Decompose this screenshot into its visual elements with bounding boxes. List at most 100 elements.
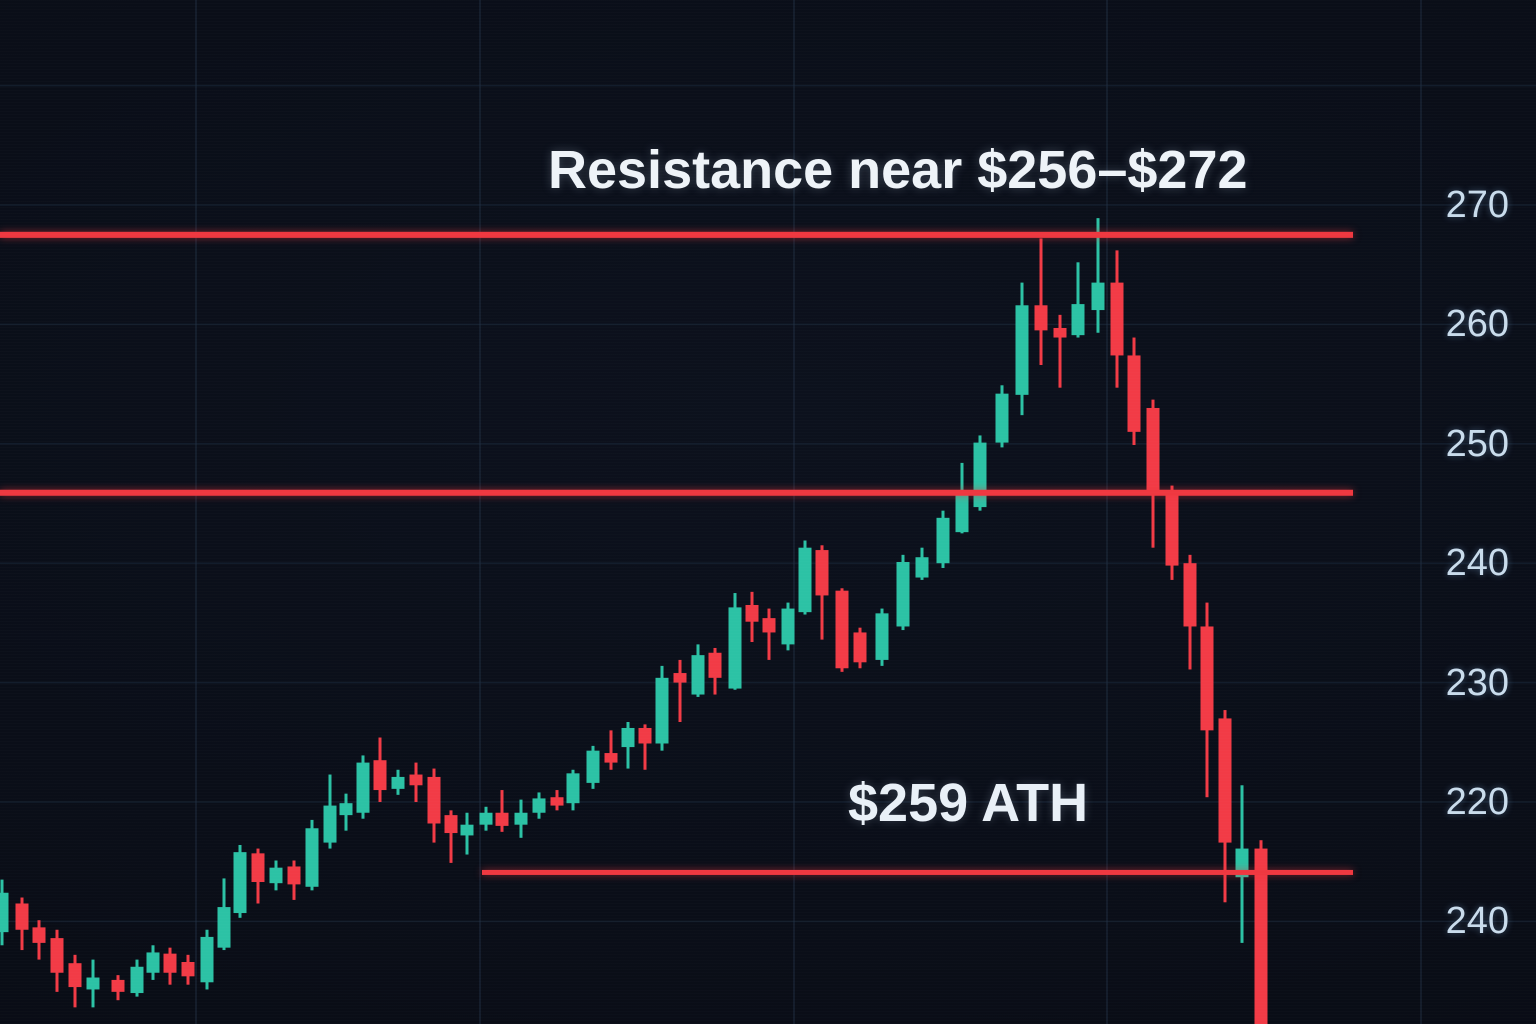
candle-up bbox=[514, 799, 528, 838]
candle-up bbox=[973, 435, 987, 511]
candle-up bbox=[655, 665, 669, 751]
candle-down bbox=[111, 975, 125, 1001]
candle-up-body bbox=[305, 828, 319, 887]
candle-up bbox=[339, 793, 353, 831]
candle-layer bbox=[0, 218, 1268, 1024]
candle-up-body bbox=[781, 608, 795, 645]
candle-up-wick bbox=[1076, 262, 1080, 338]
candle-down bbox=[853, 627, 867, 669]
candle-down bbox=[251, 848, 265, 904]
candle-down bbox=[68, 954, 82, 1008]
candle-up-wick bbox=[1096, 218, 1100, 333]
candle-down-wick bbox=[609, 730, 613, 770]
candle-up bbox=[896, 554, 910, 631]
candle-down-body bbox=[163, 953, 177, 973]
candle-down bbox=[32, 920, 46, 960]
candle-up bbox=[995, 385, 1009, 448]
candle-down bbox=[287, 860, 301, 900]
candle-down-wick bbox=[1058, 314, 1062, 388]
candle-down bbox=[835, 588, 849, 672]
candle-down-body bbox=[1146, 407, 1160, 491]
candle-up-body bbox=[200, 936, 214, 983]
candle-down bbox=[444, 810, 458, 863]
candle-up bbox=[460, 812, 474, 855]
candle-up-body bbox=[728, 607, 742, 689]
candle-down-body bbox=[550, 797, 564, 806]
price-axis-label: 270 bbox=[1445, 184, 1509, 226]
candle-down-body bbox=[15, 903, 29, 930]
level-lines-layer bbox=[0, 231, 1353, 875]
candle-up-body bbox=[915, 557, 929, 578]
price-axis-label: 230 bbox=[1445, 661, 1509, 704]
candle-down-body bbox=[50, 938, 64, 973]
candle-down-body bbox=[287, 866, 301, 885]
grid-line-v bbox=[793, 0, 795, 1024]
candle-down bbox=[1053, 314, 1067, 388]
candle-down-body bbox=[1165, 492, 1179, 566]
candle-down-body bbox=[427, 776, 441, 824]
chart-title: Resistance near $256–$272 bbox=[548, 140, 1248, 200]
candle-up-body bbox=[391, 776, 405, 789]
grid-line-h bbox=[0, 920, 1536, 923]
candle-down-body bbox=[495, 812, 509, 826]
candle-up-body bbox=[586, 750, 600, 783]
grid-line-v bbox=[1106, 0, 1108, 1024]
candle-up-body bbox=[798, 547, 812, 613]
candle-down-body bbox=[1200, 626, 1214, 731]
candle-down-body bbox=[673, 673, 687, 683]
candle-down-body bbox=[835, 590, 849, 669]
candle-down-body bbox=[762, 618, 776, 633]
candle-down bbox=[409, 762, 423, 802]
grid-line-h bbox=[0, 562, 1536, 564]
price-axis-label: 240 bbox=[1445, 542, 1509, 585]
candle-up bbox=[130, 959, 144, 997]
candle-up bbox=[1235, 785, 1249, 943]
candle-up bbox=[1015, 282, 1029, 416]
candle-up-body bbox=[356, 762, 370, 813]
candle-down bbox=[1218, 710, 1232, 903]
candle-down-body bbox=[638, 727, 652, 744]
candle-down-body bbox=[181, 961, 195, 977]
candle-up-body bbox=[955, 490, 969, 533]
price-axis-label: 240 bbox=[1445, 900, 1509, 943]
candle-up bbox=[0, 879, 9, 946]
candle-down bbox=[15, 897, 29, 951]
candle-up bbox=[532, 792, 546, 819]
price-axis[interactable]: 270 260 250 240 230 220 240 bbox=[1413, 0, 1513, 1024]
candle-up-body bbox=[1071, 304, 1085, 336]
candle-up bbox=[728, 593, 742, 690]
candle-up bbox=[936, 510, 950, 568]
candle-up-body bbox=[323, 805, 337, 843]
candle-down bbox=[1034, 238, 1048, 365]
candle-down-body bbox=[32, 927, 46, 943]
candle-down-body bbox=[1127, 355, 1141, 432]
candle-up-body bbox=[973, 442, 987, 508]
candle-up bbox=[1071, 262, 1085, 338]
candle-down bbox=[550, 790, 564, 811]
candle-down-wick bbox=[500, 790, 504, 832]
candle-down bbox=[1183, 554, 1197, 670]
candle-down-body bbox=[1254, 848, 1268, 1024]
candle-up bbox=[1091, 218, 1105, 333]
candle-down bbox=[50, 929, 64, 992]
candle-up bbox=[146, 945, 160, 980]
price-axis-label: 250 bbox=[1445, 422, 1509, 465]
candle-down bbox=[708, 647, 722, 695]
candle-down-body bbox=[1183, 563, 1197, 627]
candle-down bbox=[373, 737, 387, 802]
candle-down bbox=[1146, 399, 1160, 548]
candle-down-wick bbox=[1039, 238, 1043, 365]
candle-down bbox=[1127, 337, 1141, 445]
candle-down-body bbox=[409, 774, 423, 786]
candle-up-body bbox=[995, 393, 1009, 443]
candle-down-body bbox=[1053, 327, 1067, 338]
candle-up-body bbox=[146, 952, 160, 973]
ath-annotation: $259 ATH bbox=[848, 773, 1089, 833]
candle-down-body bbox=[853, 632, 867, 663]
candle-down-body bbox=[68, 963, 82, 988]
candle-down bbox=[1200, 602, 1214, 798]
candle-up bbox=[233, 844, 247, 918]
candle-down-wick bbox=[643, 724, 647, 770]
